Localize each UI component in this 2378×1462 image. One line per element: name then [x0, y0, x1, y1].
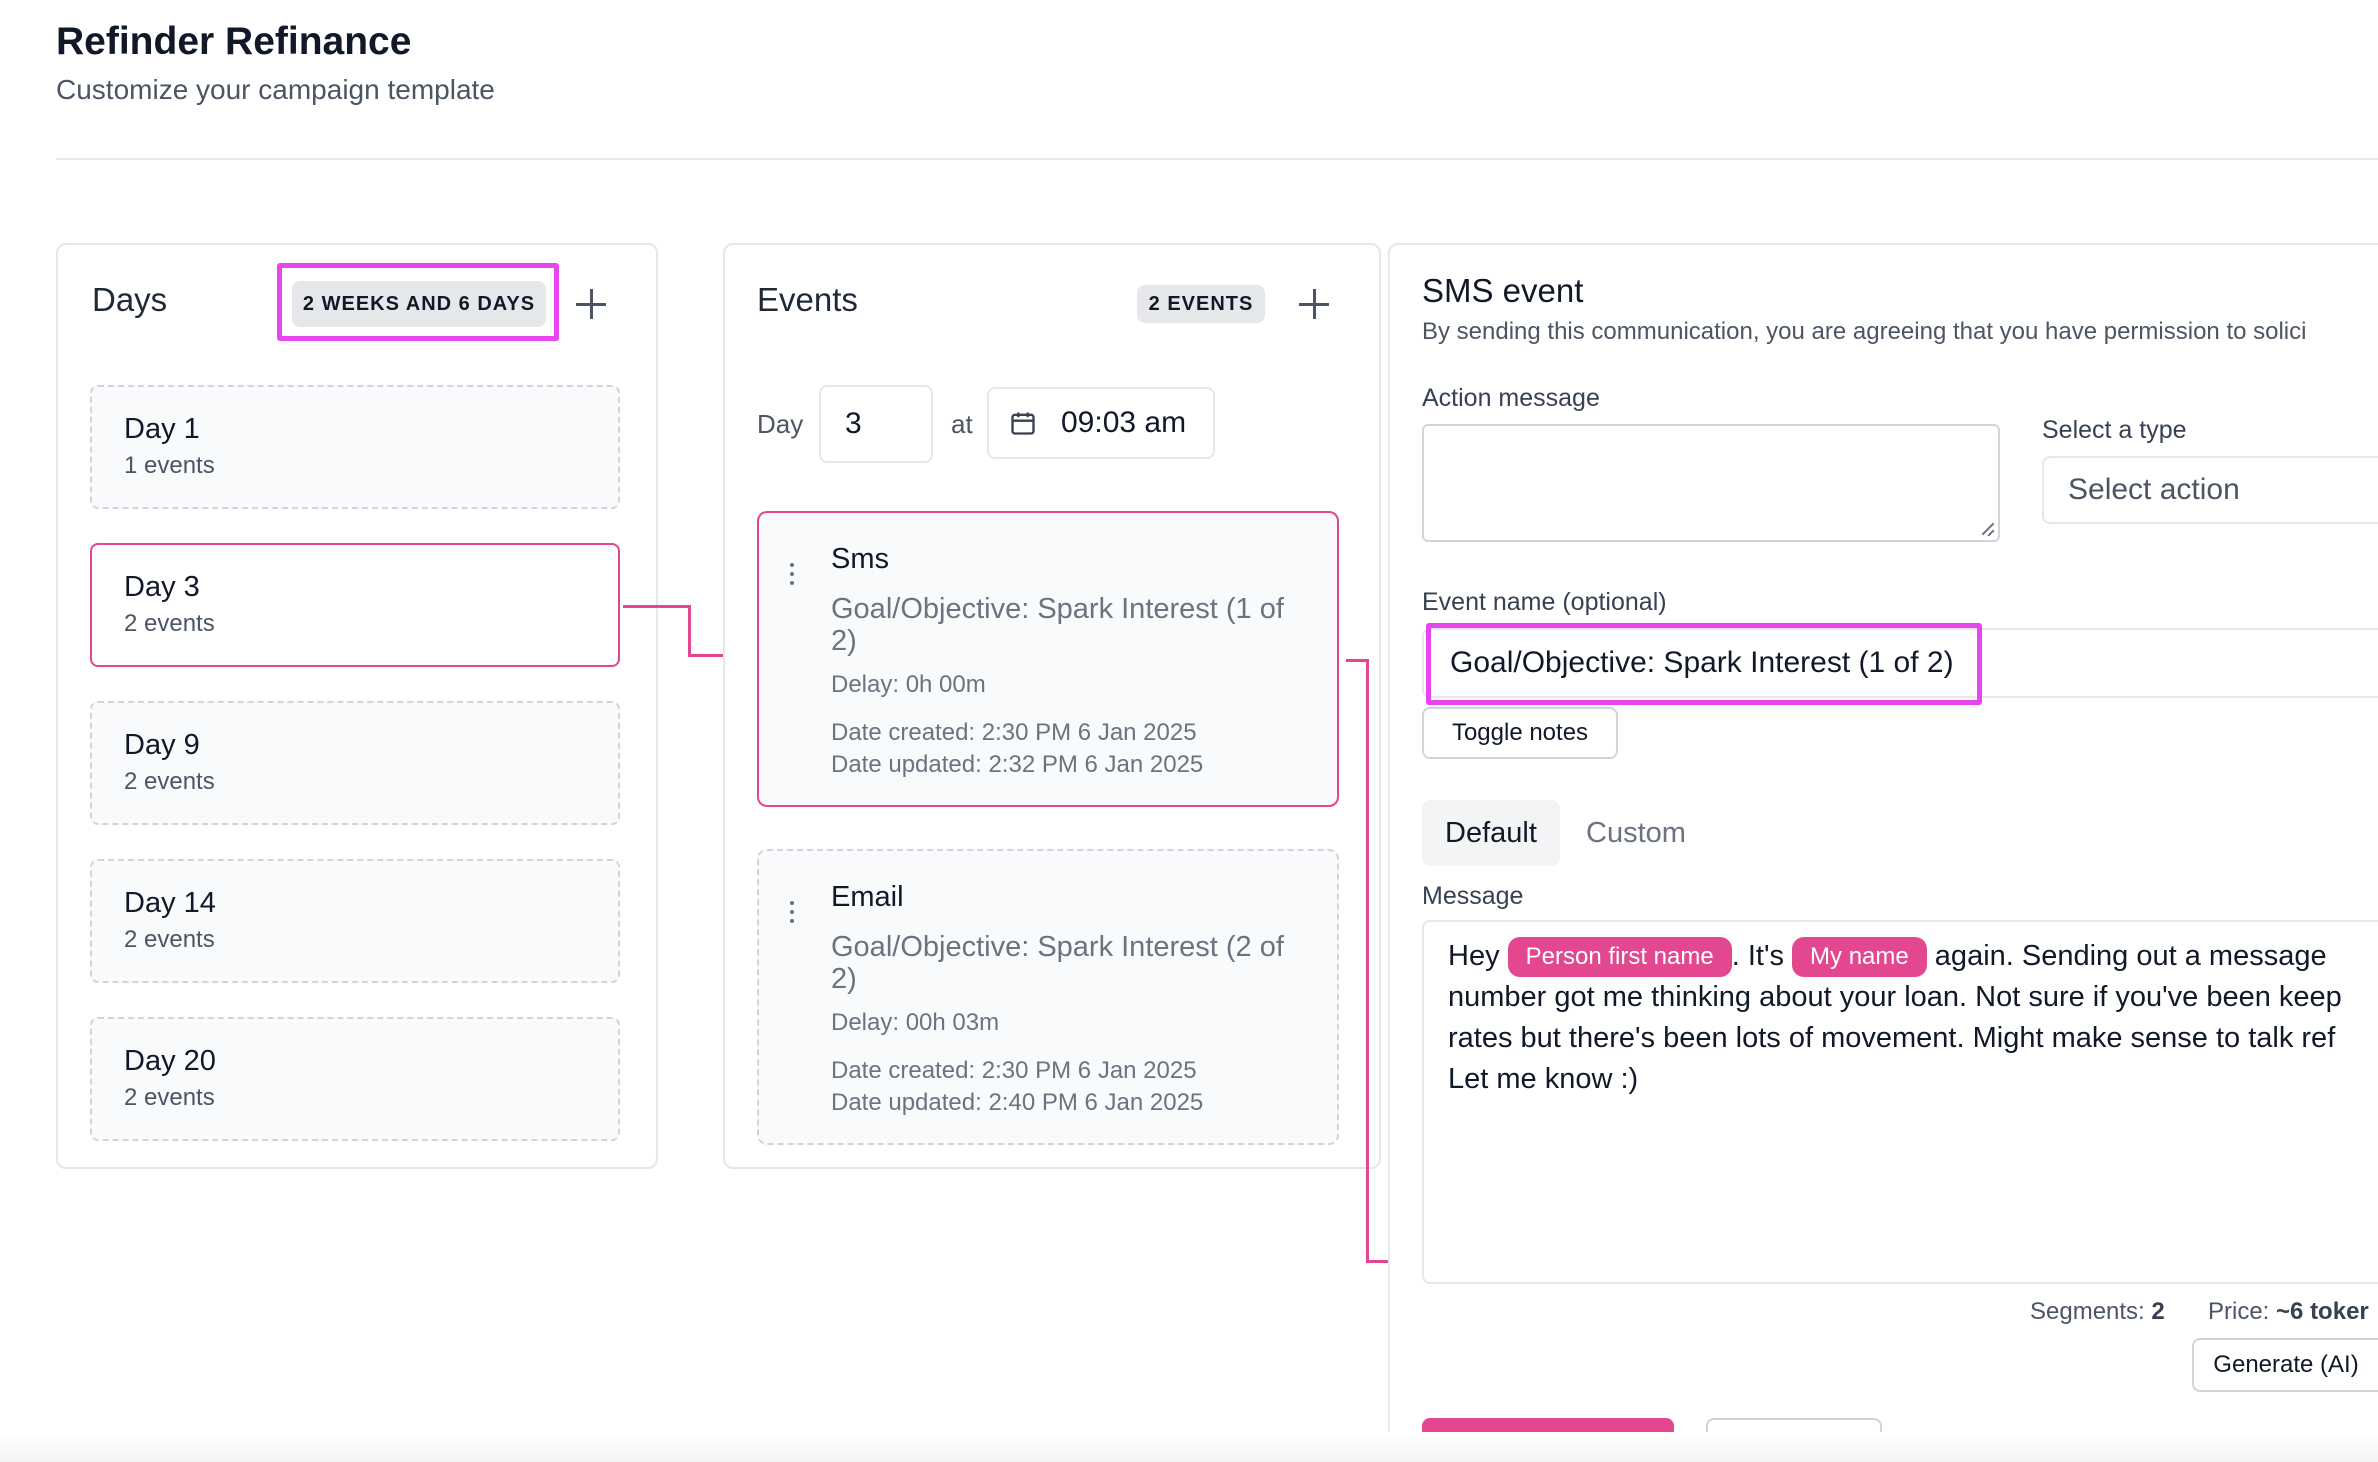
calendar-icon	[1011, 412, 1035, 435]
day-item-count: 2 events	[124, 1084, 215, 1111]
day-item-count: 2 events	[124, 610, 215, 637]
event-updated: Date updated: 2:32 PM 6 Jan 2025	[831, 751, 1204, 778]
sms-event-description: By sending this communication, you are a…	[1422, 318, 2307, 345]
segments-info: Segments: 2	[2030, 1298, 2165, 1325]
event-name-input[interactable]: Goal/Objective: Spark Interest (1 of 2)	[1422, 628, 2378, 698]
generate-ai-button[interactable]: Generate (AI)	[2192, 1338, 2378, 1392]
event-delay: Delay: 0h 00m	[831, 671, 986, 698]
connector-line	[1366, 659, 1369, 1263]
day-item-9[interactable]: Day 9 2 events	[90, 701, 620, 825]
resize-handle-icon[interactable]	[1980, 522, 1994, 536]
message-line: Hey Person first name. It's My name agai…	[1448, 936, 2378, 978]
event-name-value: Goal/Objective: Spark Interest (1 of 2)	[1450, 646, 1954, 679]
event-goal: Goal/Objective: Spark Interest (1 of 2)	[831, 593, 1284, 657]
day-item-label: Day 14	[124, 887, 216, 919]
day-item-1[interactable]: Day 1 1 events	[90, 385, 620, 509]
price-info: Price: ~6 toker	[2208, 1298, 2369, 1325]
event-updated: Date updated: 2:40 PM 6 Jan 2025	[831, 1089, 1204, 1116]
message-editor[interactable]: Hey Person first name. It's My name agai…	[1422, 920, 2378, 1284]
events-panel: Events 2 EVENTS Day 3 at 09:03 am Sms Go…	[723, 243, 1381, 1169]
event-type: Email	[831, 881, 904, 913]
add-day-plus-icon[interactable]	[574, 287, 608, 321]
day-item-3[interactable]: Day 3 2 events	[90, 543, 620, 667]
message-line: number got me thinking about your loan. …	[1448, 981, 2342, 1014]
add-event-plus-icon[interactable]	[1297, 287, 1331, 321]
events-count-badge: 2 EVENTS	[1137, 285, 1265, 323]
select-type-label: Select a type	[2042, 416, 2187, 444]
event-created: Date created: 2:30 PM 6 Jan 2025	[831, 1057, 1197, 1084]
tab-default[interactable]: Default	[1422, 800, 1560, 866]
event-card-email[interactable]: Email Goal/Objective: Spark Interest (2 …	[757, 849, 1339, 1145]
event-type: Sms	[831, 543, 889, 575]
toggle-notes-button[interactable]: Toggle notes	[1422, 707, 1618, 759]
day-number-input[interactable]: 3	[819, 385, 933, 463]
duration-badge: 2 WEEKS AND 6 DAYS	[292, 281, 546, 327]
day-item-count: 1 events	[124, 452, 215, 479]
message-line: Let me know :)	[1448, 1063, 1639, 1096]
event-name-label: Event name (optional)	[1422, 588, 1667, 616]
sms-event-title: SMS event	[1422, 272, 1584, 309]
my-name-token[interactable]: My name	[1792, 937, 1927, 978]
connector-line	[1346, 659, 1368, 662]
time-picker[interactable]: 09:03 am	[987, 387, 1215, 459]
event-goal: Goal/Objective: Spark Interest (2 of 2)	[831, 931, 1284, 995]
day-label: Day	[757, 409, 804, 439]
at-label: at	[951, 409, 973, 439]
event-card-sms[interactable]: Sms Goal/Objective: Spark Interest (1 of…	[757, 511, 1339, 807]
event-delay: Delay: 00h 03m	[831, 1009, 1000, 1036]
connector-line	[688, 605, 691, 657]
days-panel: Days 2 WEEKS AND 6 DAYS Day 1 1 events D…	[56, 243, 658, 1169]
day-item-count: 2 events	[124, 926, 215, 953]
page-subtitle: Customize your campaign template	[56, 74, 495, 105]
day-item-label: Day 9	[124, 729, 200, 761]
time-value: 09:03 am	[1061, 406, 1187, 439]
day-item-label: Day 1	[124, 413, 200, 445]
day-item-label: Day 20	[124, 1045, 216, 1077]
bottom-fade	[0, 1432, 2378, 1462]
drag-handle-icon[interactable]	[789, 563, 795, 589]
tab-custom[interactable]: Custom	[1586, 816, 1686, 849]
drag-handle-icon[interactable]	[789, 901, 795, 927]
page-title: Refinder Refinance	[56, 20, 412, 63]
select-type-dropdown[interactable]: Select action	[2042, 456, 2378, 524]
day-item-label: Day 3	[124, 571, 200, 603]
day-item-14[interactable]: Day 14 2 events	[90, 859, 620, 983]
action-message-label: Action message	[1422, 384, 1600, 412]
person-first-name-token[interactable]: Person first name	[1507, 937, 1732, 978]
connector-line	[623, 605, 691, 608]
day-item-20[interactable]: Day 20 2 events	[90, 1017, 620, 1141]
day-item-count: 2 events	[124, 768, 215, 795]
events-panel-title: Events	[757, 281, 858, 318]
message-line: rates but there's been lots of movement.…	[1448, 1022, 2336, 1055]
select-type-value: Select action	[2068, 473, 2240, 506]
days-panel-title: Days	[92, 281, 168, 318]
connector-line	[1366, 1260, 1390, 1263]
message-label: Message	[1422, 882, 1524, 910]
event-created: Date created: 2:30 PM 6 Jan 2025	[831, 719, 1197, 746]
action-message-input[interactable]	[1422, 424, 2000, 542]
header-divider	[56, 158, 2378, 160]
